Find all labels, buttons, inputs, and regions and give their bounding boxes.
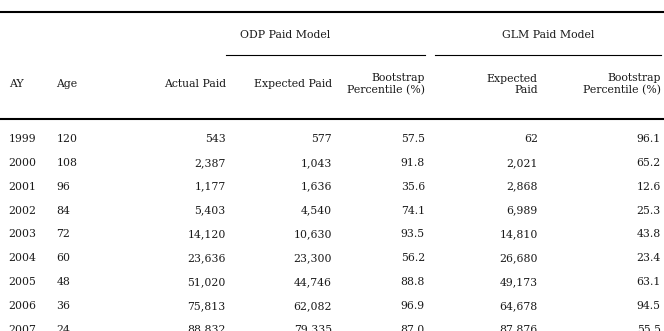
Text: 96.9: 96.9 <box>401 301 425 311</box>
Text: 2001: 2001 <box>9 182 37 192</box>
Text: Actual Paid: Actual Paid <box>163 79 226 89</box>
Text: 2007: 2007 <box>9 325 37 331</box>
Text: 84: 84 <box>56 206 70 215</box>
Text: GLM Paid Model: GLM Paid Model <box>501 30 594 40</box>
Text: 14,120: 14,120 <box>187 229 226 239</box>
Text: 2,387: 2,387 <box>195 158 226 168</box>
Text: 1999: 1999 <box>9 134 37 144</box>
Text: 49,173: 49,173 <box>500 277 538 287</box>
Text: 96: 96 <box>56 182 70 192</box>
Text: 5,403: 5,403 <box>195 206 226 215</box>
Text: 43.8: 43.8 <box>636 229 661 239</box>
Text: 55.5: 55.5 <box>637 325 661 331</box>
Text: 75,813: 75,813 <box>187 301 226 311</box>
Text: 2,868: 2,868 <box>507 182 538 192</box>
Text: 24: 24 <box>56 325 70 331</box>
Text: 1,636: 1,636 <box>301 182 332 192</box>
Text: 91.8: 91.8 <box>400 158 425 168</box>
Text: 63.1: 63.1 <box>636 277 661 287</box>
Text: 65.2: 65.2 <box>636 158 661 168</box>
Text: 25.3: 25.3 <box>636 206 661 215</box>
Text: 23.4: 23.4 <box>636 253 661 263</box>
Text: 1,043: 1,043 <box>301 158 332 168</box>
Text: 60: 60 <box>56 253 70 263</box>
Text: Expected Paid: Expected Paid <box>254 79 332 89</box>
Text: AY: AY <box>9 79 23 89</box>
Text: 2002: 2002 <box>9 206 37 215</box>
Text: 2,021: 2,021 <box>507 158 538 168</box>
Text: 26,680: 26,680 <box>499 253 538 263</box>
Text: 2003: 2003 <box>9 229 37 239</box>
Text: 88.8: 88.8 <box>400 277 425 287</box>
Text: 56.2: 56.2 <box>400 253 425 263</box>
Text: 2005: 2005 <box>9 277 37 287</box>
Text: 93.5: 93.5 <box>401 229 425 239</box>
Text: Expected
Paid: Expected Paid <box>487 73 538 95</box>
Text: 74.1: 74.1 <box>401 206 425 215</box>
Text: 10,630: 10,630 <box>293 229 332 239</box>
Text: 51,020: 51,020 <box>187 277 226 287</box>
Text: 23,636: 23,636 <box>187 253 226 263</box>
Text: Bootstrap
Percentile (%): Bootstrap Percentile (%) <box>347 73 425 95</box>
Text: Age: Age <box>56 79 78 89</box>
Text: Bootstrap
Percentile (%): Bootstrap Percentile (%) <box>583 73 661 95</box>
Text: 79,335: 79,335 <box>294 325 332 331</box>
Text: 72: 72 <box>56 229 70 239</box>
Text: 6,989: 6,989 <box>507 206 538 215</box>
Text: 87,876: 87,876 <box>499 325 538 331</box>
Text: 96.1: 96.1 <box>636 134 661 144</box>
Text: ODP Paid Model: ODP Paid Model <box>240 30 331 40</box>
Text: 2000: 2000 <box>9 158 37 168</box>
Text: 94.5: 94.5 <box>637 301 661 311</box>
Text: 48: 48 <box>56 277 70 287</box>
Text: 23,300: 23,300 <box>293 253 332 263</box>
Text: 14,810: 14,810 <box>499 229 538 239</box>
Text: 120: 120 <box>56 134 78 144</box>
Text: 2004: 2004 <box>9 253 37 263</box>
Text: 2006: 2006 <box>9 301 37 311</box>
Text: 57.5: 57.5 <box>401 134 425 144</box>
Text: 62,082: 62,082 <box>293 301 332 311</box>
Text: 87.0: 87.0 <box>400 325 425 331</box>
Text: 62: 62 <box>524 134 538 144</box>
Text: 44,746: 44,746 <box>294 277 332 287</box>
Text: 577: 577 <box>311 134 332 144</box>
Text: 88,832: 88,832 <box>187 325 226 331</box>
Text: 64,678: 64,678 <box>499 301 538 311</box>
Text: 108: 108 <box>56 158 78 168</box>
Text: 36: 36 <box>56 301 70 311</box>
Text: 543: 543 <box>205 134 226 144</box>
Text: 1,177: 1,177 <box>195 182 226 192</box>
Text: 4,540: 4,540 <box>301 206 332 215</box>
Text: 12.6: 12.6 <box>636 182 661 192</box>
Text: 35.6: 35.6 <box>400 182 425 192</box>
